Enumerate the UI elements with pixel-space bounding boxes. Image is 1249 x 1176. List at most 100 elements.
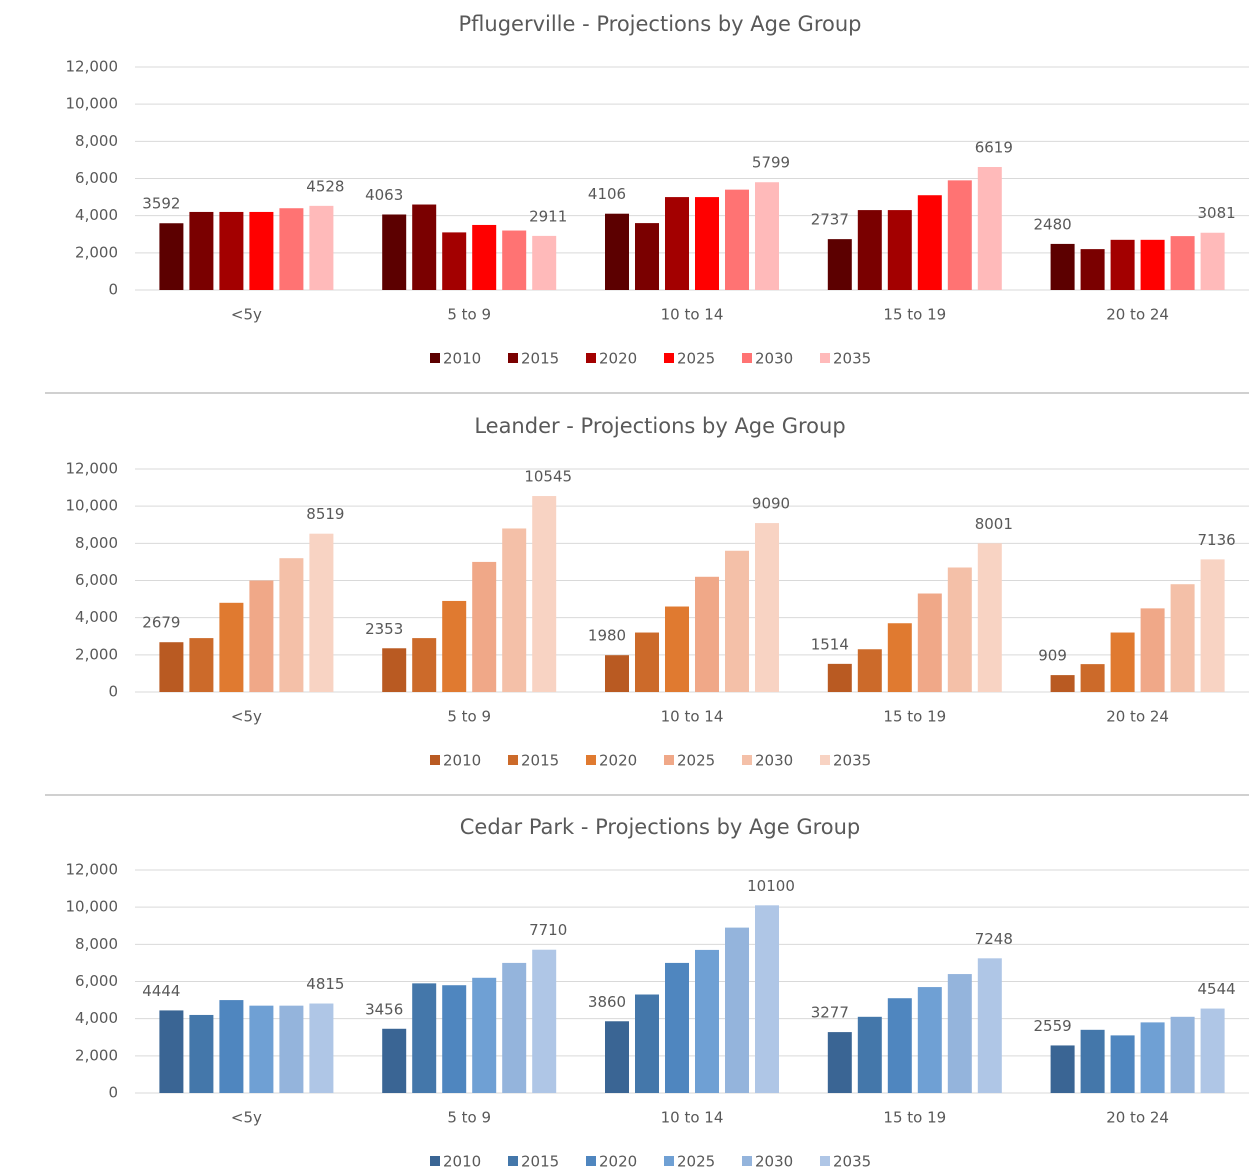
y-tick-label: 6,000 xyxy=(75,571,118,589)
legend-swatch xyxy=(430,353,440,363)
bar xyxy=(725,189,749,290)
bar xyxy=(977,543,1002,692)
bar xyxy=(159,223,184,290)
y-tick-label: 10,000 xyxy=(66,95,119,113)
bar xyxy=(249,211,274,290)
legend-label: 2030 xyxy=(755,752,793,770)
bar xyxy=(502,528,527,692)
bar xyxy=(917,987,942,1093)
data-label: 5799 xyxy=(752,154,790,172)
legend-swatch xyxy=(820,755,830,765)
legend-label: 2010 xyxy=(443,350,481,368)
bar xyxy=(412,638,437,692)
x-tick-label: <5y xyxy=(231,306,262,324)
bar xyxy=(1080,249,1105,290)
data-label: 2353 xyxy=(365,620,403,638)
legend-swatch xyxy=(508,353,518,363)
bar xyxy=(279,1005,304,1093)
data-label: 2559 xyxy=(1034,1017,1072,1035)
bar xyxy=(532,235,557,290)
legend-label: 2020 xyxy=(599,752,637,770)
legend-swatch xyxy=(664,755,674,765)
data-label: 4544 xyxy=(1198,980,1236,998)
bar xyxy=(1080,1029,1105,1093)
bar xyxy=(695,949,719,1093)
legend-label: 2015 xyxy=(521,350,559,368)
data-label: 2911 xyxy=(529,207,567,225)
bar xyxy=(827,663,852,692)
x-tick-label: <5y xyxy=(231,708,262,726)
bar xyxy=(309,1003,334,1093)
bar xyxy=(917,593,942,692)
bar xyxy=(472,224,497,290)
legend-label: 2025 xyxy=(677,1153,715,1171)
y-tick-label: 8,000 xyxy=(75,534,118,552)
data-label: 4444 xyxy=(142,982,180,1000)
bar xyxy=(189,1014,214,1093)
bar xyxy=(382,214,407,290)
legend-label: 2020 xyxy=(599,350,637,368)
data-label: 6619 xyxy=(975,138,1013,156)
chart-title: Cedar Park - Projections by Age Group xyxy=(460,815,861,839)
bar xyxy=(1110,632,1135,692)
x-tick-label: 20 to 24 xyxy=(1106,1109,1169,1127)
legend-swatch xyxy=(664,1156,674,1166)
x-tick-label: 15 to 19 xyxy=(883,1109,946,1127)
y-tick-label: 6,000 xyxy=(75,972,118,990)
bar xyxy=(887,623,912,692)
y-tick-label: 2,000 xyxy=(75,645,118,663)
legend-label: 2015 xyxy=(521,752,559,770)
bar xyxy=(695,576,719,692)
legend-label: 2020 xyxy=(599,1153,637,1171)
y-tick-label: 4,000 xyxy=(75,1009,118,1027)
bar xyxy=(665,197,689,290)
data-label: 7710 xyxy=(529,921,567,939)
bar xyxy=(1110,239,1135,290)
y-tick-label: 8,000 xyxy=(75,935,118,953)
bar xyxy=(695,197,719,290)
bar xyxy=(755,523,779,692)
bar xyxy=(887,210,912,290)
legend-swatch xyxy=(742,755,752,765)
bar xyxy=(1050,675,1075,692)
legend-swatch xyxy=(586,353,596,363)
data-label: 10100 xyxy=(747,877,795,895)
x-tick-label: 10 to 14 xyxy=(661,1109,724,1127)
bar xyxy=(442,985,467,1093)
bar xyxy=(1200,559,1225,692)
bar xyxy=(605,655,629,692)
data-label: 7248 xyxy=(975,930,1013,948)
data-label: 4528 xyxy=(306,177,344,195)
bar xyxy=(1200,1008,1225,1093)
bar xyxy=(219,1000,244,1093)
bar xyxy=(412,204,437,290)
y-tick-label: 12,000 xyxy=(66,861,119,879)
bar xyxy=(857,210,882,290)
legend-swatch xyxy=(430,1156,440,1166)
y-tick-label: 10,000 xyxy=(66,497,119,515)
bar xyxy=(279,208,304,290)
bar xyxy=(665,606,689,692)
legend-swatch xyxy=(742,1156,752,1166)
bar xyxy=(635,994,659,1093)
legend-label: 2010 xyxy=(443,1153,481,1171)
data-label: 3456 xyxy=(365,1000,403,1018)
x-tick-label: 15 to 19 xyxy=(883,708,946,726)
bar xyxy=(755,905,779,1093)
chart-title: Leander - Projections by Age Group xyxy=(474,414,845,438)
bar xyxy=(309,533,334,692)
legend-swatch xyxy=(820,1156,830,1166)
bar xyxy=(382,1028,407,1093)
bar xyxy=(827,239,852,290)
legend-label: 2025 xyxy=(677,350,715,368)
data-label: 8519 xyxy=(306,505,344,523)
data-label: 4815 xyxy=(306,975,344,993)
data-label: 7136 xyxy=(1198,531,1236,549)
legend-label: 2015 xyxy=(521,1153,559,1171)
data-label: 10545 xyxy=(524,468,572,486)
bar xyxy=(605,213,629,290)
legend-label: 2030 xyxy=(755,1153,793,1171)
bar xyxy=(189,638,214,692)
bar xyxy=(189,211,214,290)
